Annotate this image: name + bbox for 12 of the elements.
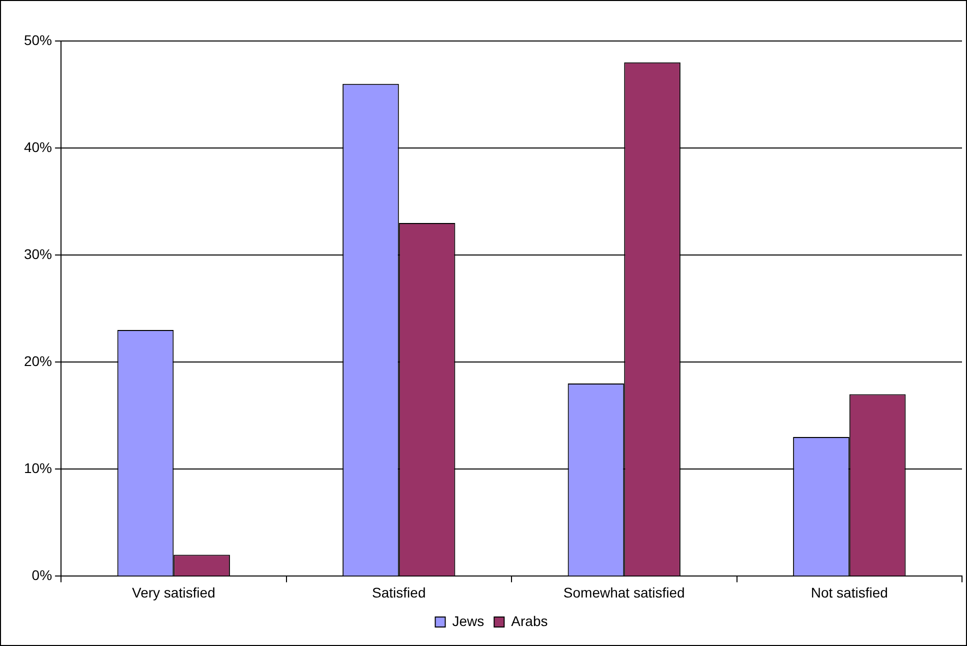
x-tick-label: Somewhat satisfied: [563, 584, 685, 600]
x-tick-label: Very satisfied: [132, 584, 216, 600]
y-tick-label: 10%: [24, 460, 52, 476]
legend-label: Jews: [452, 612, 484, 629]
y-tick-label: 40%: [24, 138, 52, 155]
y-tick-label: 30%: [24, 246, 52, 262]
x-tick-label: Satisfied: [372, 584, 426, 600]
y-tick-label: 50%: [24, 32, 52, 48]
y-tick-label: 20%: [24, 352, 52, 369]
legend-label: Arabs: [511, 612, 548, 629]
y-tick-label: 0%: [32, 567, 52, 584]
x-tick-label: Not satisfied: [810, 584, 888, 600]
